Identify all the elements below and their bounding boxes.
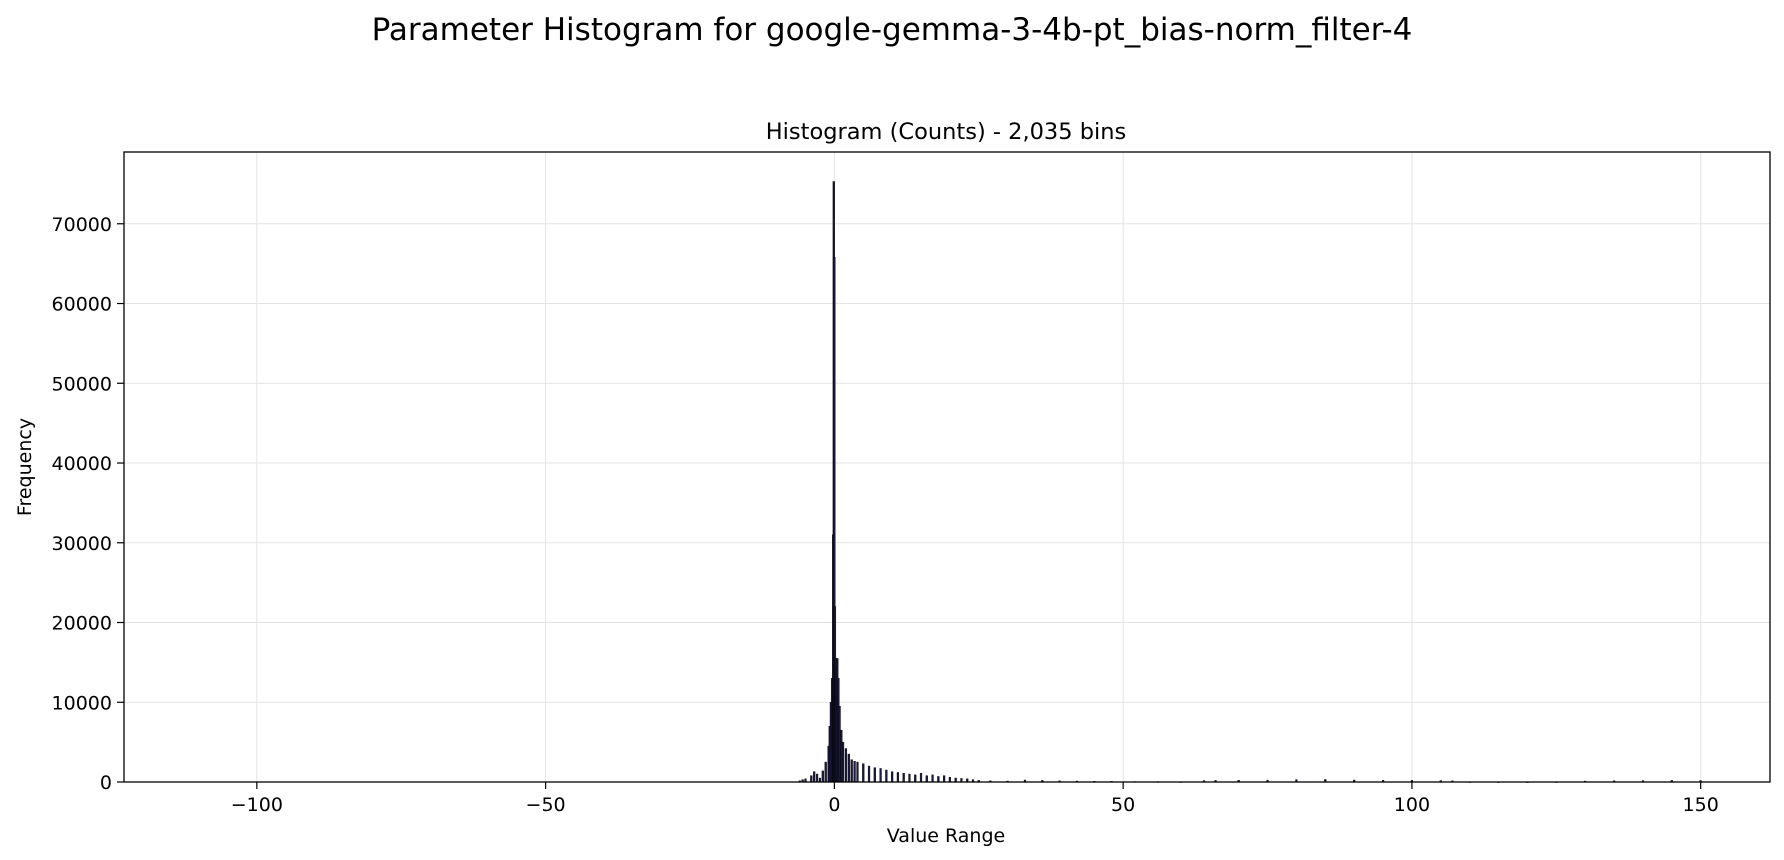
y-tick-label: 30000 [52,533,112,555]
histogram-bar [841,741,845,783]
x-axis-label: Value Range [887,825,1005,847]
histogram-bar [856,761,859,783]
histogram-bar [853,761,856,783]
y-axis-label: Frequency [14,418,36,516]
x-tick-label: 150 [1683,794,1719,816]
axes-frame [123,151,1771,783]
histogram-bar [847,753,850,783]
y-tick-label: 20000 [52,613,112,635]
histogram-bar [850,759,853,783]
histogram-bar [824,761,827,783]
histogram-bar [925,775,928,783]
y-tick-label: 0 [100,772,112,794]
histogram-bar [914,774,917,783]
histogram-bar [873,767,876,783]
histogram-bar [879,768,882,783]
histogram-bar [931,774,934,783]
histogram-bar [896,772,900,783]
y-tick-label: 50000 [52,373,112,395]
histogram-bar [813,771,816,783]
x-tick-label: 100 [1394,794,1430,816]
axes-title: Histogram (Counts) - 2,035 bins [766,119,1126,145]
x-axis-ticks: −100 −50 0 50 100 150 [231,782,1719,816]
histogram-bar [821,770,824,783]
y-tick-label: 70000 [52,214,112,236]
histogram-bar [937,776,940,783]
histogram-bar [844,748,848,783]
histogram-bar [838,706,841,783]
histogram-bar [948,777,951,783]
y-axis-ticks: 0 10000 20000 30000 40000 50000 60000 70000 [52,214,124,794]
histogram-bar [885,769,888,783]
y-tick-label: 40000 [52,453,112,475]
histogram-bar [810,775,813,783]
histogram-bar [902,773,905,783]
histogram-bar [862,763,865,783]
gridlines [124,152,1770,783]
histogram-bar [891,771,894,783]
histogram-bar [867,765,871,783]
histogram-bar [815,773,819,783]
histogram-bar [840,729,843,783]
x-tick-label: −50 [526,794,566,816]
x-tick-label: 50 [1111,794,1135,816]
histogram-bar [919,773,923,783]
x-tick-label: −100 [231,794,283,816]
histogram-bars [798,181,1702,783]
histogram-bar [943,775,946,783]
figure-suptitle: Parameter Histogram for google-gemma-3-4… [372,12,1413,48]
y-tick-label: 10000 [52,692,112,714]
y-tick-label: 60000 [52,294,112,316]
histogram-bar [908,773,911,783]
x-tick-label: 0 [828,794,840,816]
